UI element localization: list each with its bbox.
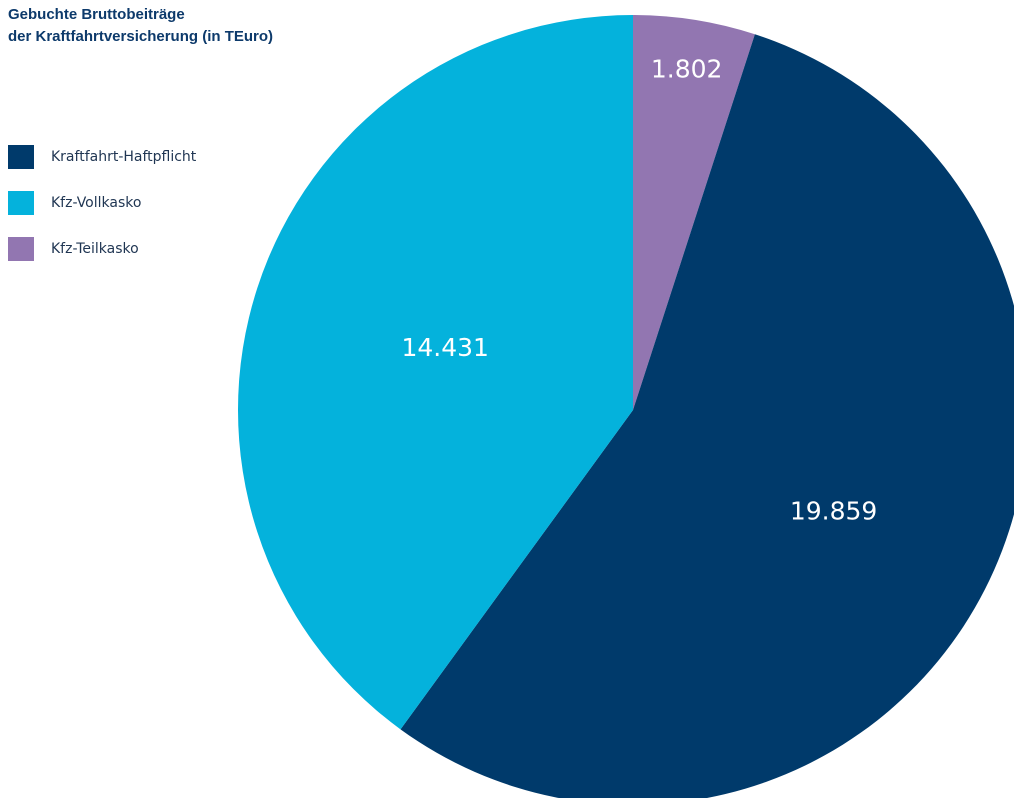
legend-item-kfz-vollkasko: Kfz-Vollkasko	[8, 191, 196, 215]
chart-title-line-1: Gebuchte Bruttobeiträge	[8, 6, 185, 23]
legend-swatch-kraftfahrt-haftpflicht	[8, 145, 34, 169]
legend-label-kfz-teilkasko: Kfz-Teilkasko	[51, 241, 139, 257]
slice-label-kraftfahrt-haftpflicht: 19.859	[790, 496, 877, 525]
legend-item-kfz-teilkasko: Kfz-Teilkasko	[8, 237, 196, 261]
pie-slice-kfz-vollkasko	[237, 15, 633, 730]
pie-slice-kraftfahrt-haftpflicht	[400, 34, 1014, 798]
slice-label-kfz-vollkasko: 14.431	[401, 333, 488, 362]
chart-legend: Kraftfahrt-Haftpflicht Kfz-Vollkasko Kfz…	[8, 145, 196, 283]
legend-swatch-kfz-teilkasko	[8, 237, 34, 261]
chart-title-line-2: der Kraftfahrtversicherung (in TEuro)	[8, 28, 274, 45]
chart-title: Gebuchte Bruttobeiträge der Kraftfahrtve…	[8, 4, 273, 48]
legend-label-kfz-vollkasko: Kfz-Vollkasko	[51, 195, 142, 211]
legend-swatch-kfz-vollkasko	[8, 191, 34, 215]
pie-slice-kfz-teilkasko	[633, 15, 755, 410]
legend-label-kraftfahrt-haftpflicht: Kraftfahrt-Haftpflicht	[51, 149, 197, 165]
slice-label-kfz-teilkasko: 1.802	[651, 55, 723, 84]
legend-item-kraftfahrt-haftpflicht: Kraftfahrt-Haftpflicht	[8, 145, 196, 169]
